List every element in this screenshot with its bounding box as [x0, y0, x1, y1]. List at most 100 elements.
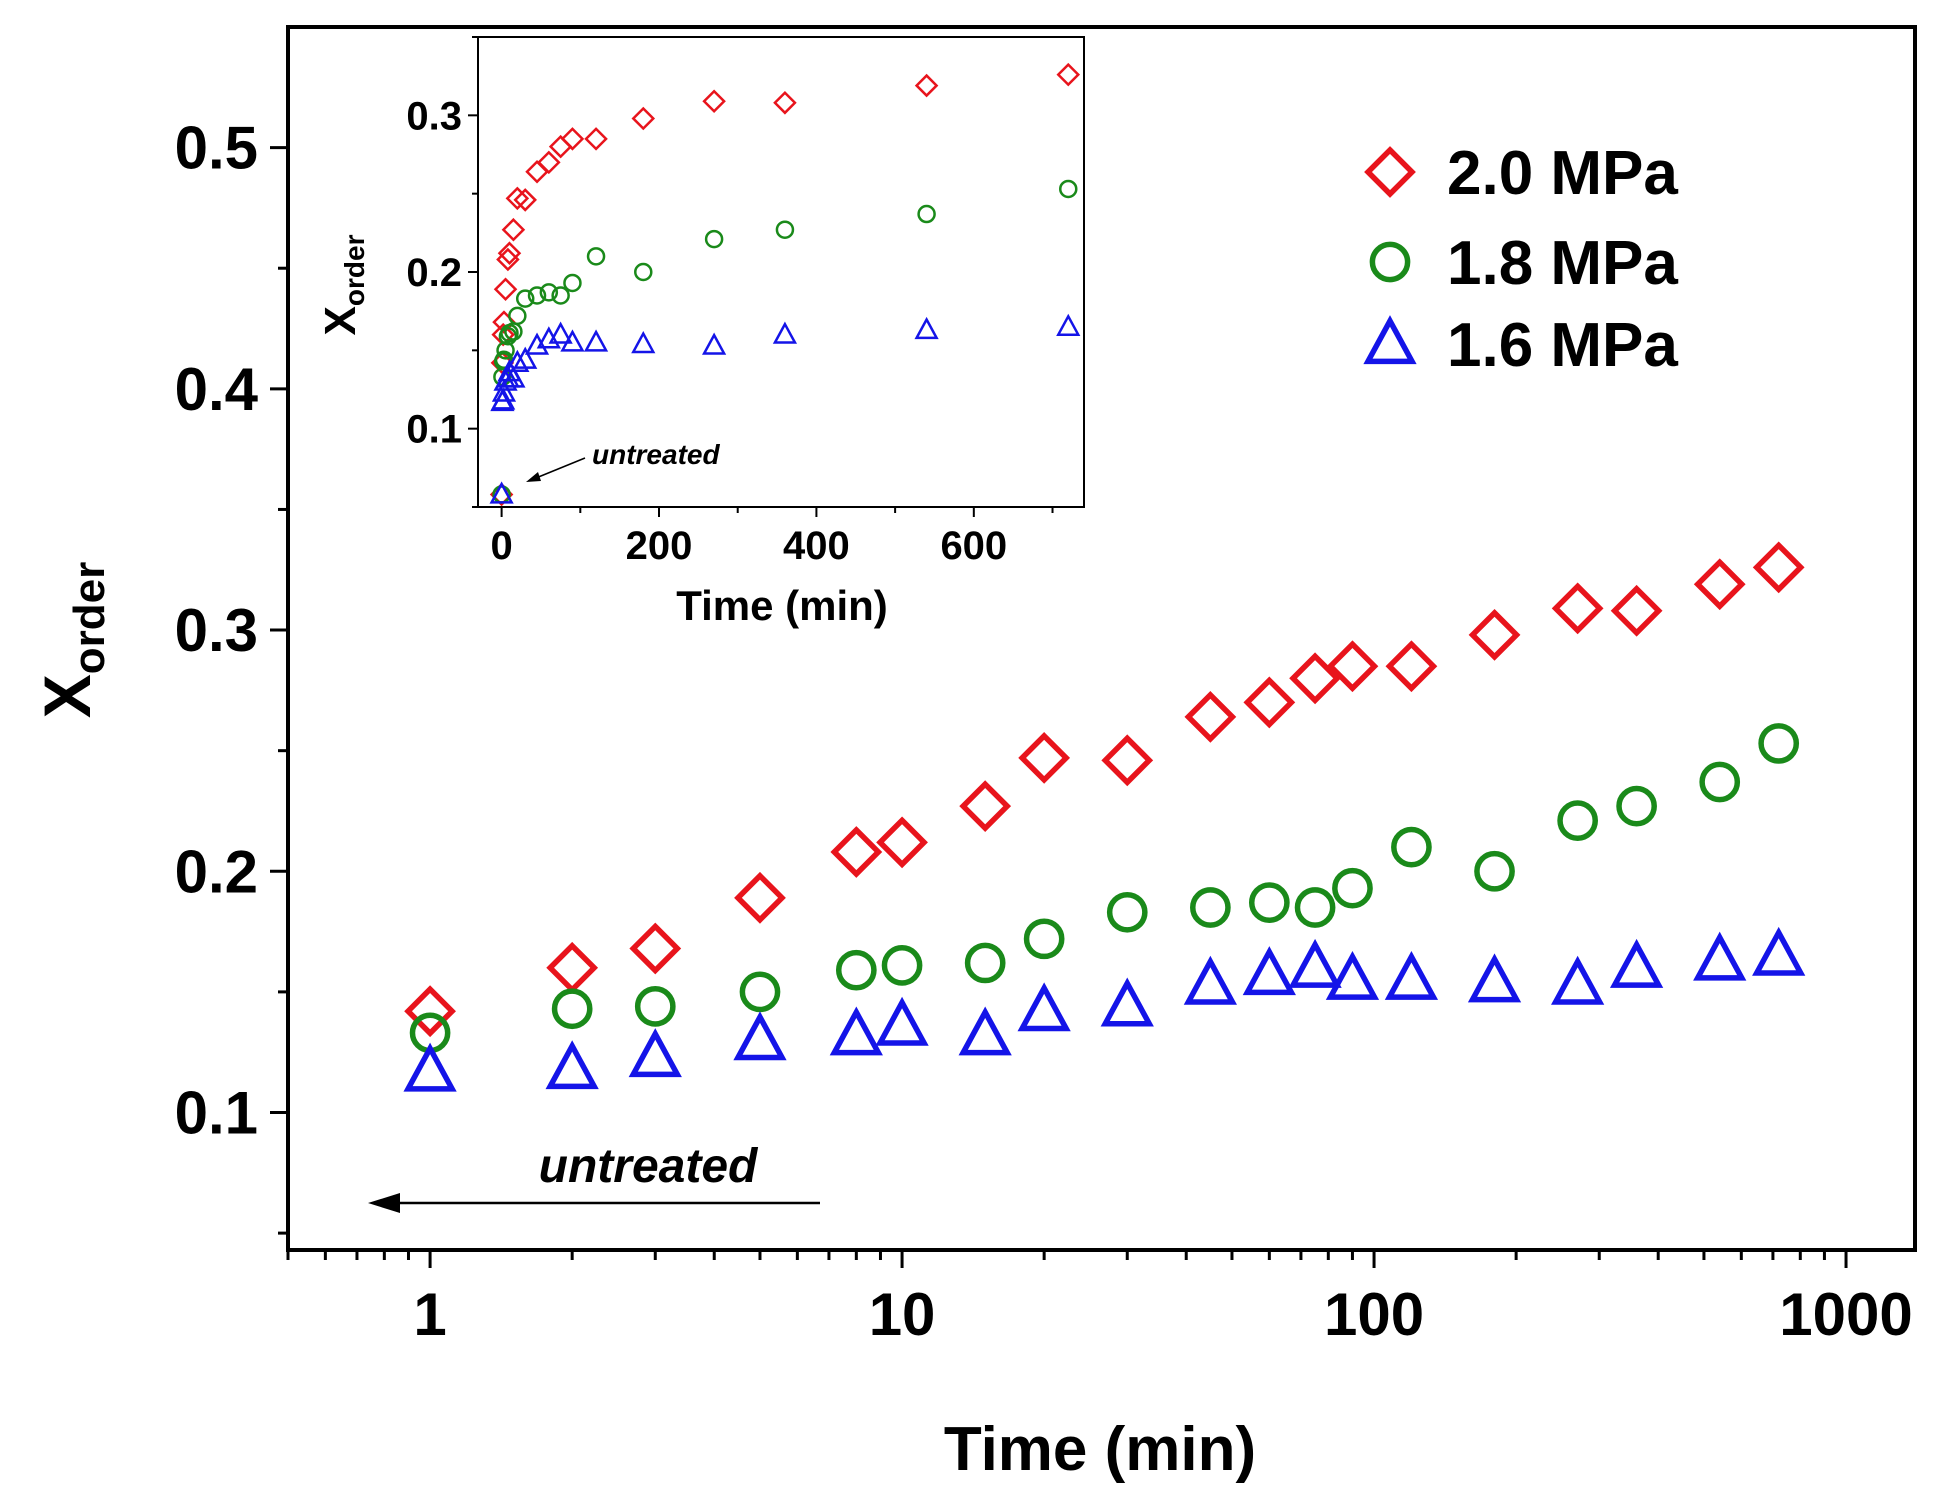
- inset-point-triangle: [583, 329, 609, 352]
- main-point-triangle: [1183, 955, 1237, 1005]
- inset-point-triangle: [524, 332, 550, 355]
- main-point-diamond: [1752, 541, 1805, 594]
- main-point-diamond: [1289, 652, 1341, 705]
- main-x-axis: 1 10 100 1000: [286, 1250, 1913, 1348]
- inset-series-triangle: [489, 313, 1081, 504]
- inset-point-triangle: [631, 330, 656, 354]
- main-point-circle: [881, 945, 923, 986]
- main-series-diamond: [404, 541, 1805, 1038]
- inset-point-diamond: [560, 127, 585, 151]
- inset-point-triangle: [548, 321, 573, 344]
- inset-point-circle: [563, 273, 582, 293]
- legend-label: 1.8 MPa: [1447, 229, 1678, 298]
- inset-point-triangle: [914, 316, 939, 340]
- main-x-axis-title: Time (min): [944, 1415, 1256, 1484]
- main-point-circle: [1391, 826, 1432, 868]
- main-untreated-label: untreated: [539, 1140, 759, 1193]
- main-point-diamond: [734, 871, 786, 924]
- inset-point-circle: [775, 220, 795, 239]
- inset-x-axis: 0 200 400 600: [490, 507, 1054, 568]
- legend-marker-circle: [1369, 241, 1411, 283]
- main-point-triangle: [1017, 982, 1071, 1032]
- inset-y-axis-title: Xorder: [316, 234, 370, 335]
- main-point-circle: [835, 949, 877, 991]
- inset-point-circle: [496, 341, 515, 360]
- inset-point-diamond: [493, 277, 518, 302]
- main-y-tick-label: 0.1: [175, 1080, 258, 1147]
- inset-point-diamond: [702, 89, 726, 114]
- main-point-diamond: [1184, 691, 1237, 743]
- main-point-triangle: [1242, 946, 1296, 996]
- main-point-circle: [1758, 723, 1800, 764]
- main-point-diamond: [876, 816, 928, 869]
- inset-point-diamond: [537, 150, 561, 175]
- main-y-tick-label: 0.4: [175, 356, 259, 423]
- main-point-triangle: [875, 996, 929, 1046]
- inset-untreated-label: untreated: [592, 439, 720, 470]
- main-y-axis: 0.1 0.2 0.3 0.4 0.5: [175, 115, 288, 1235]
- inset-x-tick-label: 600: [940, 524, 1007, 568]
- inset-point-triangle: [1056, 313, 1081, 336]
- main-point-triangle: [1100, 977, 1154, 1027]
- inset-data-points: [489, 62, 1081, 507]
- inset-point-circle: [508, 306, 527, 326]
- main-y-tick-label: 0.2: [175, 838, 258, 905]
- inset-point-diamond: [1056, 62, 1081, 87]
- main-point-triangle: [545, 1040, 599, 1090]
- main-point-diamond: [1693, 558, 1746, 611]
- main-point-circle: [1699, 761, 1741, 803]
- main-x-tick-label: 100: [1324, 1281, 1424, 1348]
- main-x-tick-label: 1: [413, 1281, 446, 1348]
- inset-point-triangle: [772, 321, 798, 344]
- inset-point-diamond: [584, 127, 608, 151]
- inset-y-tick-label: 0.1: [406, 408, 462, 452]
- inset-point-triangle: [489, 481, 514, 504]
- main-point-diamond: [404, 985, 456, 1038]
- main-point-diamond: [1468, 608, 1521, 661]
- main-point-diamond: [629, 922, 682, 975]
- main-point-diamond: [1018, 732, 1071, 784]
- main-point-triangle: [1467, 953, 1522, 1003]
- inset-y-axis: 0.1 0.2 0.3: [406, 36, 478, 508]
- inset-point-diamond: [505, 186, 530, 211]
- inset-point-circle: [1059, 179, 1078, 199]
- legend-marker-triangle: [1363, 315, 1417, 365]
- inset-x-tick-label: 200: [626, 524, 693, 568]
- main-y-axis-title: Xorder: [30, 562, 114, 719]
- inset-point-triangle: [501, 365, 526, 388]
- main-point-triangle: [1288, 938, 1342, 988]
- legend-label: 2.0 MPa: [1447, 139, 1678, 208]
- main-point-circle: [1474, 850, 1515, 892]
- svg-text:Xorder: Xorder: [316, 234, 370, 335]
- main-point-circle: [1190, 887, 1231, 928]
- main-point-circle: [1557, 800, 1598, 841]
- main-point-triangle: [829, 1006, 883, 1056]
- main-point-circle: [1332, 867, 1373, 909]
- main-point-triangle: [628, 1028, 682, 1078]
- legend-marker-diamond: [1364, 146, 1416, 198]
- inset-point-circle: [539, 283, 559, 302]
- inset-point-circle: [586, 247, 606, 266]
- main-point-triangle: [958, 1006, 1012, 1056]
- inset-untreated-arrow-line: [535, 457, 586, 479]
- main-point-diamond: [959, 780, 1012, 833]
- main-point-circle: [1294, 887, 1336, 928]
- main-point-diamond: [1326, 640, 1379, 693]
- inset-x-axis-title: Time (min): [676, 582, 888, 629]
- inset-series-circle: [492, 179, 1078, 504]
- main-point-circle: [551, 988, 593, 1030]
- legend: 2.0 MPa 1.8 MPa 1.6 MPa: [1363, 139, 1678, 380]
- inset-point-diamond: [914, 73, 939, 98]
- main-point-circle: [1023, 918, 1065, 960]
- main-series-circle: [409, 723, 1800, 1054]
- inset-point-diamond: [631, 106, 656, 131]
- main-series-triangle: [403, 926, 1806, 1092]
- main-point-diamond: [1551, 582, 1604, 635]
- inset-y-tick-label: 0.3: [406, 94, 462, 138]
- inset-untreated-arrow-head: [526, 472, 541, 482]
- inset-point-triangle: [702, 332, 727, 355]
- main-point-circle: [964, 942, 1006, 984]
- inset-point-circle: [551, 286, 570, 305]
- inset-point-circle: [527, 286, 547, 305]
- inset-point-diamond: [513, 188, 537, 212]
